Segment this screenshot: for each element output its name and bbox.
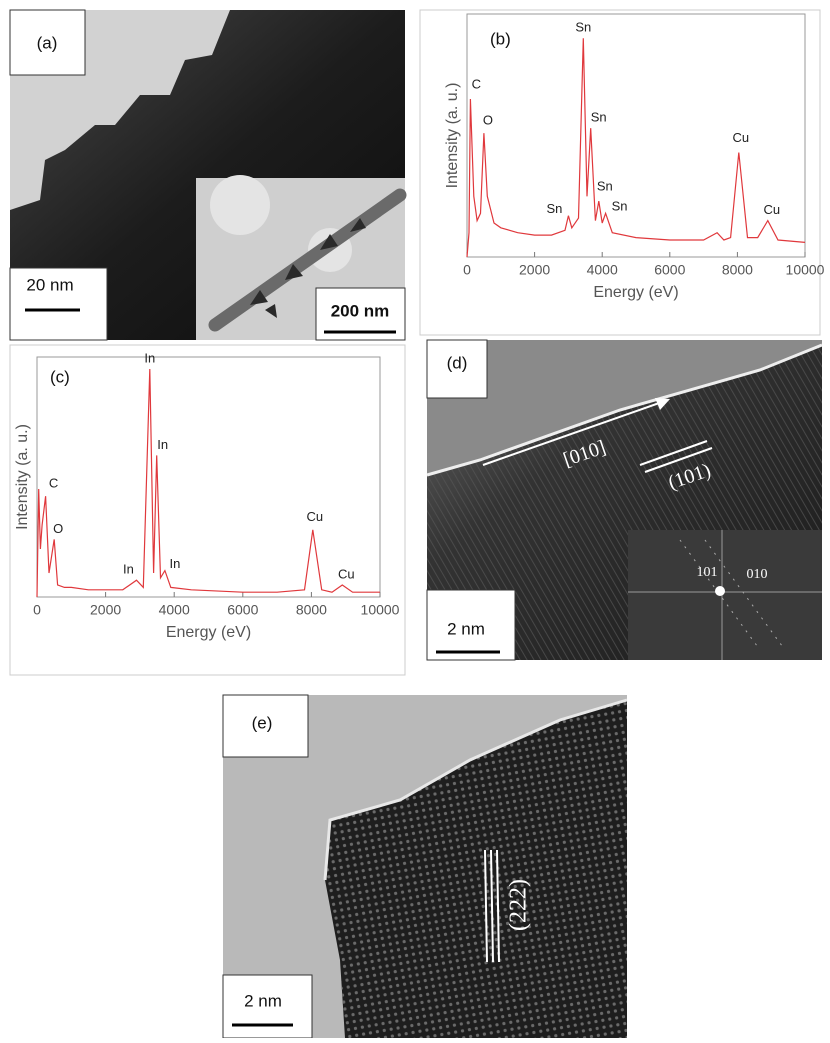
x-tick-label: 10000 (361, 602, 400, 618)
peak-label: Sn (546, 201, 562, 216)
panel-label: (c) (50, 367, 70, 386)
peak-label: In (123, 562, 134, 577)
y-axis-label: Intensity (a. u.) (14, 424, 31, 530)
plane-label: (222) (506, 879, 532, 931)
panel-label: (b) (490, 29, 511, 48)
panel-label: (e) (252, 713, 273, 732)
peak-label: O (53, 521, 63, 536)
peak-label: C (49, 476, 58, 491)
peak-label: C (472, 76, 481, 91)
x-tick-label: 2000 (519, 262, 550, 278)
peak-label: Cu (338, 566, 355, 581)
x-tick-label: 0 (33, 602, 41, 618)
panel-a: (a) 20 nm 200 nm (10, 10, 405, 340)
scale-label: 20 nm (26, 275, 73, 294)
peak-label: Cu (732, 130, 749, 145)
x-tick-label: 2000 (90, 602, 121, 618)
fft-center (715, 586, 725, 596)
peak-label: Cu (764, 202, 781, 217)
peak-label: In (170, 556, 181, 571)
peak-label: O (483, 113, 493, 128)
x-tick-label: 8000 (296, 602, 327, 618)
peak-label: Sn (612, 199, 628, 214)
x-tick-label: 0 (463, 262, 471, 278)
x-tick-label: 4000 (159, 602, 190, 618)
figure: (a) 20 nm 200 nm [010] (101) 101 010 (d) (0, 0, 830, 1038)
panel-e: (222) (e) 2 nm (223, 695, 627, 1038)
scale-label: 200 nm (331, 301, 390, 320)
peak-label: Sn (591, 110, 607, 125)
inset-background (210, 175, 270, 235)
x-axis-label: Energy (eV) (166, 624, 251, 641)
x-tick-label: 6000 (227, 602, 258, 618)
peak-label: In (157, 437, 168, 452)
x-tick-label: 8000 (722, 262, 753, 278)
fft-label: 010 (747, 567, 768, 582)
y-axis-label: Intensity (a. u.) (444, 83, 461, 189)
scale-label: 2 nm (447, 619, 485, 638)
panel-label: (d) (447, 353, 468, 372)
fft-inset (628, 530, 822, 660)
fft-label: 101 (697, 565, 718, 580)
panel-label: (a) (37, 33, 58, 52)
peak-label: Cu (306, 509, 323, 524)
x-axis-label: Energy (eV) (593, 284, 678, 301)
x-tick-label: 4000 (587, 262, 618, 278)
x-tick-label: 10000 (786, 262, 825, 278)
peak-label: In (144, 350, 155, 365)
scale-label: 2 nm (244, 991, 282, 1010)
panel-d: [010] (101) 101 010 (d) 2 nm (427, 340, 822, 660)
peak-label: Sn (597, 179, 613, 194)
peak-label: Sn (575, 20, 591, 35)
x-tick-label: 6000 (654, 262, 685, 278)
